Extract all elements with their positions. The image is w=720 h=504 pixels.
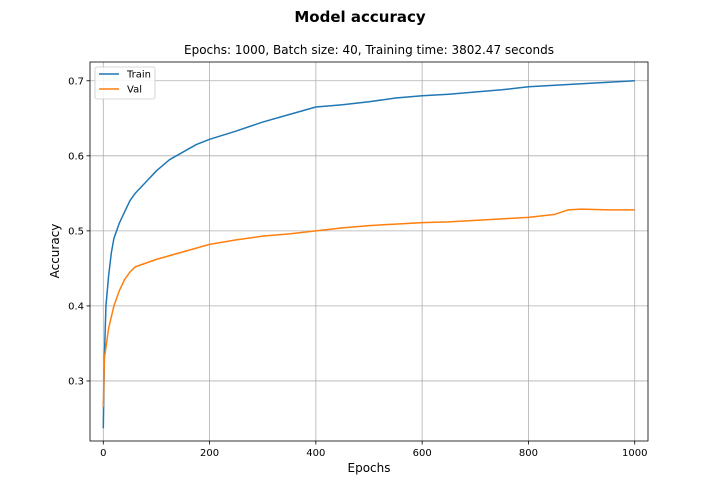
y-tick-label: 0.3 <box>68 376 84 387</box>
grid <box>90 62 648 441</box>
x-tick-label: 1000 <box>622 448 647 459</box>
x-axis-label: Epochs <box>348 461 391 475</box>
x-tick-label: 200 <box>200 448 219 459</box>
legend-label-train: Train <box>126 70 151 81</box>
y-axis-ticks: 0.3 0.4 0.5 0.6 0.7 <box>68 76 90 387</box>
x-axis-ticks: 0 200 400 600 800 1000 <box>100 441 647 459</box>
series-line-train <box>102 80 635 429</box>
y-tick-label: 0.6 <box>68 151 84 162</box>
suptitle: Model accuracy <box>294 8 426 26</box>
axes-title: Epochs: 1000, Batch size: 40, Training t… <box>184 43 554 57</box>
legend-frame <box>94 66 156 100</box>
axes-frame <box>89 61 649 442</box>
y-tick-label: 0.4 <box>68 301 84 312</box>
series-line-val <box>102 208 635 408</box>
series-layer <box>102 80 635 429</box>
y-axis-label: Accuracy <box>48 224 62 279</box>
x-tick-label: 600 <box>413 448 432 459</box>
x-tick-label: 0 <box>100 448 106 459</box>
x-tick-label: 400 <box>306 448 325 459</box>
legend: Train Val <box>94 66 156 100</box>
y-tick-label: 0.5 <box>68 226 84 237</box>
x-tick-label: 800 <box>519 448 538 459</box>
legend-label-val: Val <box>127 85 142 96</box>
y-tick-label: 0.7 <box>68 76 84 87</box>
